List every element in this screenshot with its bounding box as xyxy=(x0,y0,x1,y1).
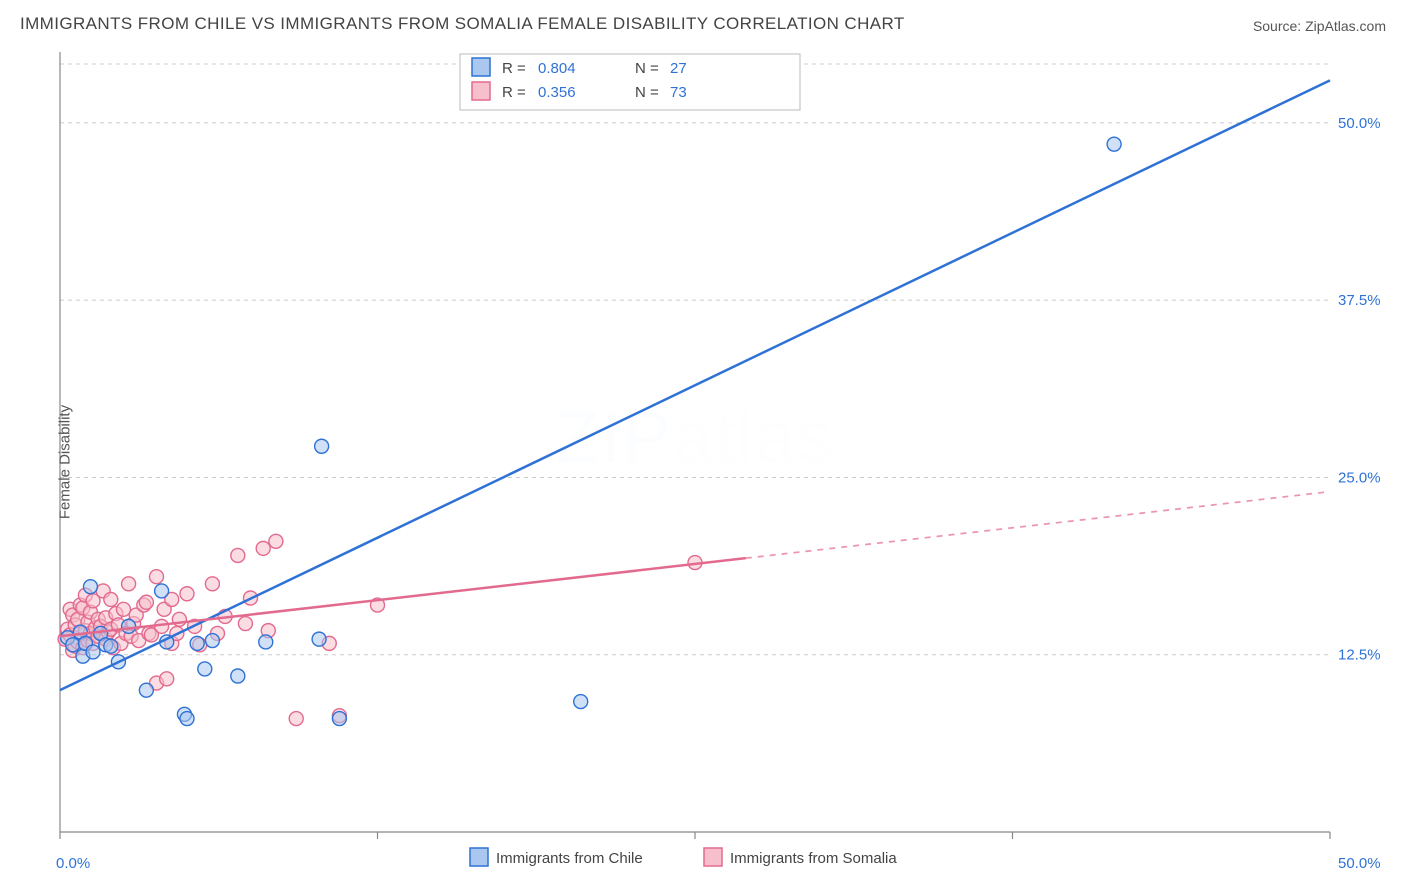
data-point xyxy=(104,592,118,606)
watermark: ZIPatlas xyxy=(555,398,835,478)
data-point xyxy=(180,587,194,601)
trend-line-dashed xyxy=(746,492,1330,559)
legend-swatch xyxy=(472,82,490,100)
y-tick-label: 37.5% xyxy=(1338,292,1381,309)
legend-swatch xyxy=(704,848,722,866)
legend-n-value: 73 xyxy=(670,84,687,101)
data-point xyxy=(122,577,136,591)
y-tick-label: 12.5% xyxy=(1338,647,1381,664)
data-point xyxy=(122,619,136,633)
legend-series-label: Immigrants from Chile xyxy=(496,850,643,867)
x-tick-label: 0.0% xyxy=(56,855,90,872)
scatter-chart: 12.5% 25.0% 37.5% 50.0% 0.0% 50.0% ZIPatlas R =… xyxy=(0,42,1406,882)
chart-container: Female Disability 12.5% 25.0% 37.5% 50.0% 0.… xyxy=(0,42,1406,882)
legend-r-value: 0.356 xyxy=(538,84,576,101)
data-point xyxy=(205,634,219,648)
data-point xyxy=(104,639,118,653)
y-tick-label: 25.0% xyxy=(1338,469,1381,486)
data-point xyxy=(155,584,169,598)
data-point xyxy=(139,595,153,609)
y-tick-label: 50.0% xyxy=(1338,115,1381,132)
data-point xyxy=(231,548,245,562)
data-point xyxy=(289,712,303,726)
data-point xyxy=(190,636,204,650)
legend-r-label: R = xyxy=(502,60,526,77)
data-point xyxy=(83,580,97,594)
data-point xyxy=(574,695,588,709)
legend-r-label: R = xyxy=(502,84,526,101)
data-point xyxy=(198,662,212,676)
data-point xyxy=(332,712,346,726)
source-label: Source: ZipAtlas.com xyxy=(1253,18,1386,34)
data-point xyxy=(86,645,100,659)
x-tick-label: 50.0% xyxy=(1338,855,1381,872)
data-point xyxy=(66,638,80,652)
data-point xyxy=(150,570,164,584)
data-point xyxy=(205,577,219,591)
data-point xyxy=(259,635,273,649)
data-point xyxy=(256,541,270,555)
chart-title: IMMIGRANTS FROM CHILE VS IMMIGRANTS FROM… xyxy=(20,14,905,34)
data-point xyxy=(1107,137,1121,151)
legend-series-label: Immigrants from Somalia xyxy=(730,850,897,867)
data-point xyxy=(180,712,194,726)
data-point xyxy=(238,617,252,631)
y-axis-label: Female Disability xyxy=(57,405,74,519)
header: IMMIGRANTS FROM CHILE VS IMMIGRANTS FROM… xyxy=(0,0,1406,42)
legend-swatch xyxy=(470,848,488,866)
legend-n-label: N = xyxy=(635,60,659,77)
data-point xyxy=(269,534,283,548)
data-point xyxy=(312,632,326,646)
data-point xyxy=(315,439,329,453)
trend-line xyxy=(60,80,1330,690)
legend-r-value: 0.804 xyxy=(538,60,576,77)
legend-n-value: 27 xyxy=(670,60,687,77)
data-point xyxy=(117,602,131,616)
data-point xyxy=(231,669,245,683)
legend-n-label: N = xyxy=(635,84,659,101)
legend-swatch xyxy=(472,58,490,76)
data-point xyxy=(139,683,153,697)
data-point xyxy=(160,672,174,686)
